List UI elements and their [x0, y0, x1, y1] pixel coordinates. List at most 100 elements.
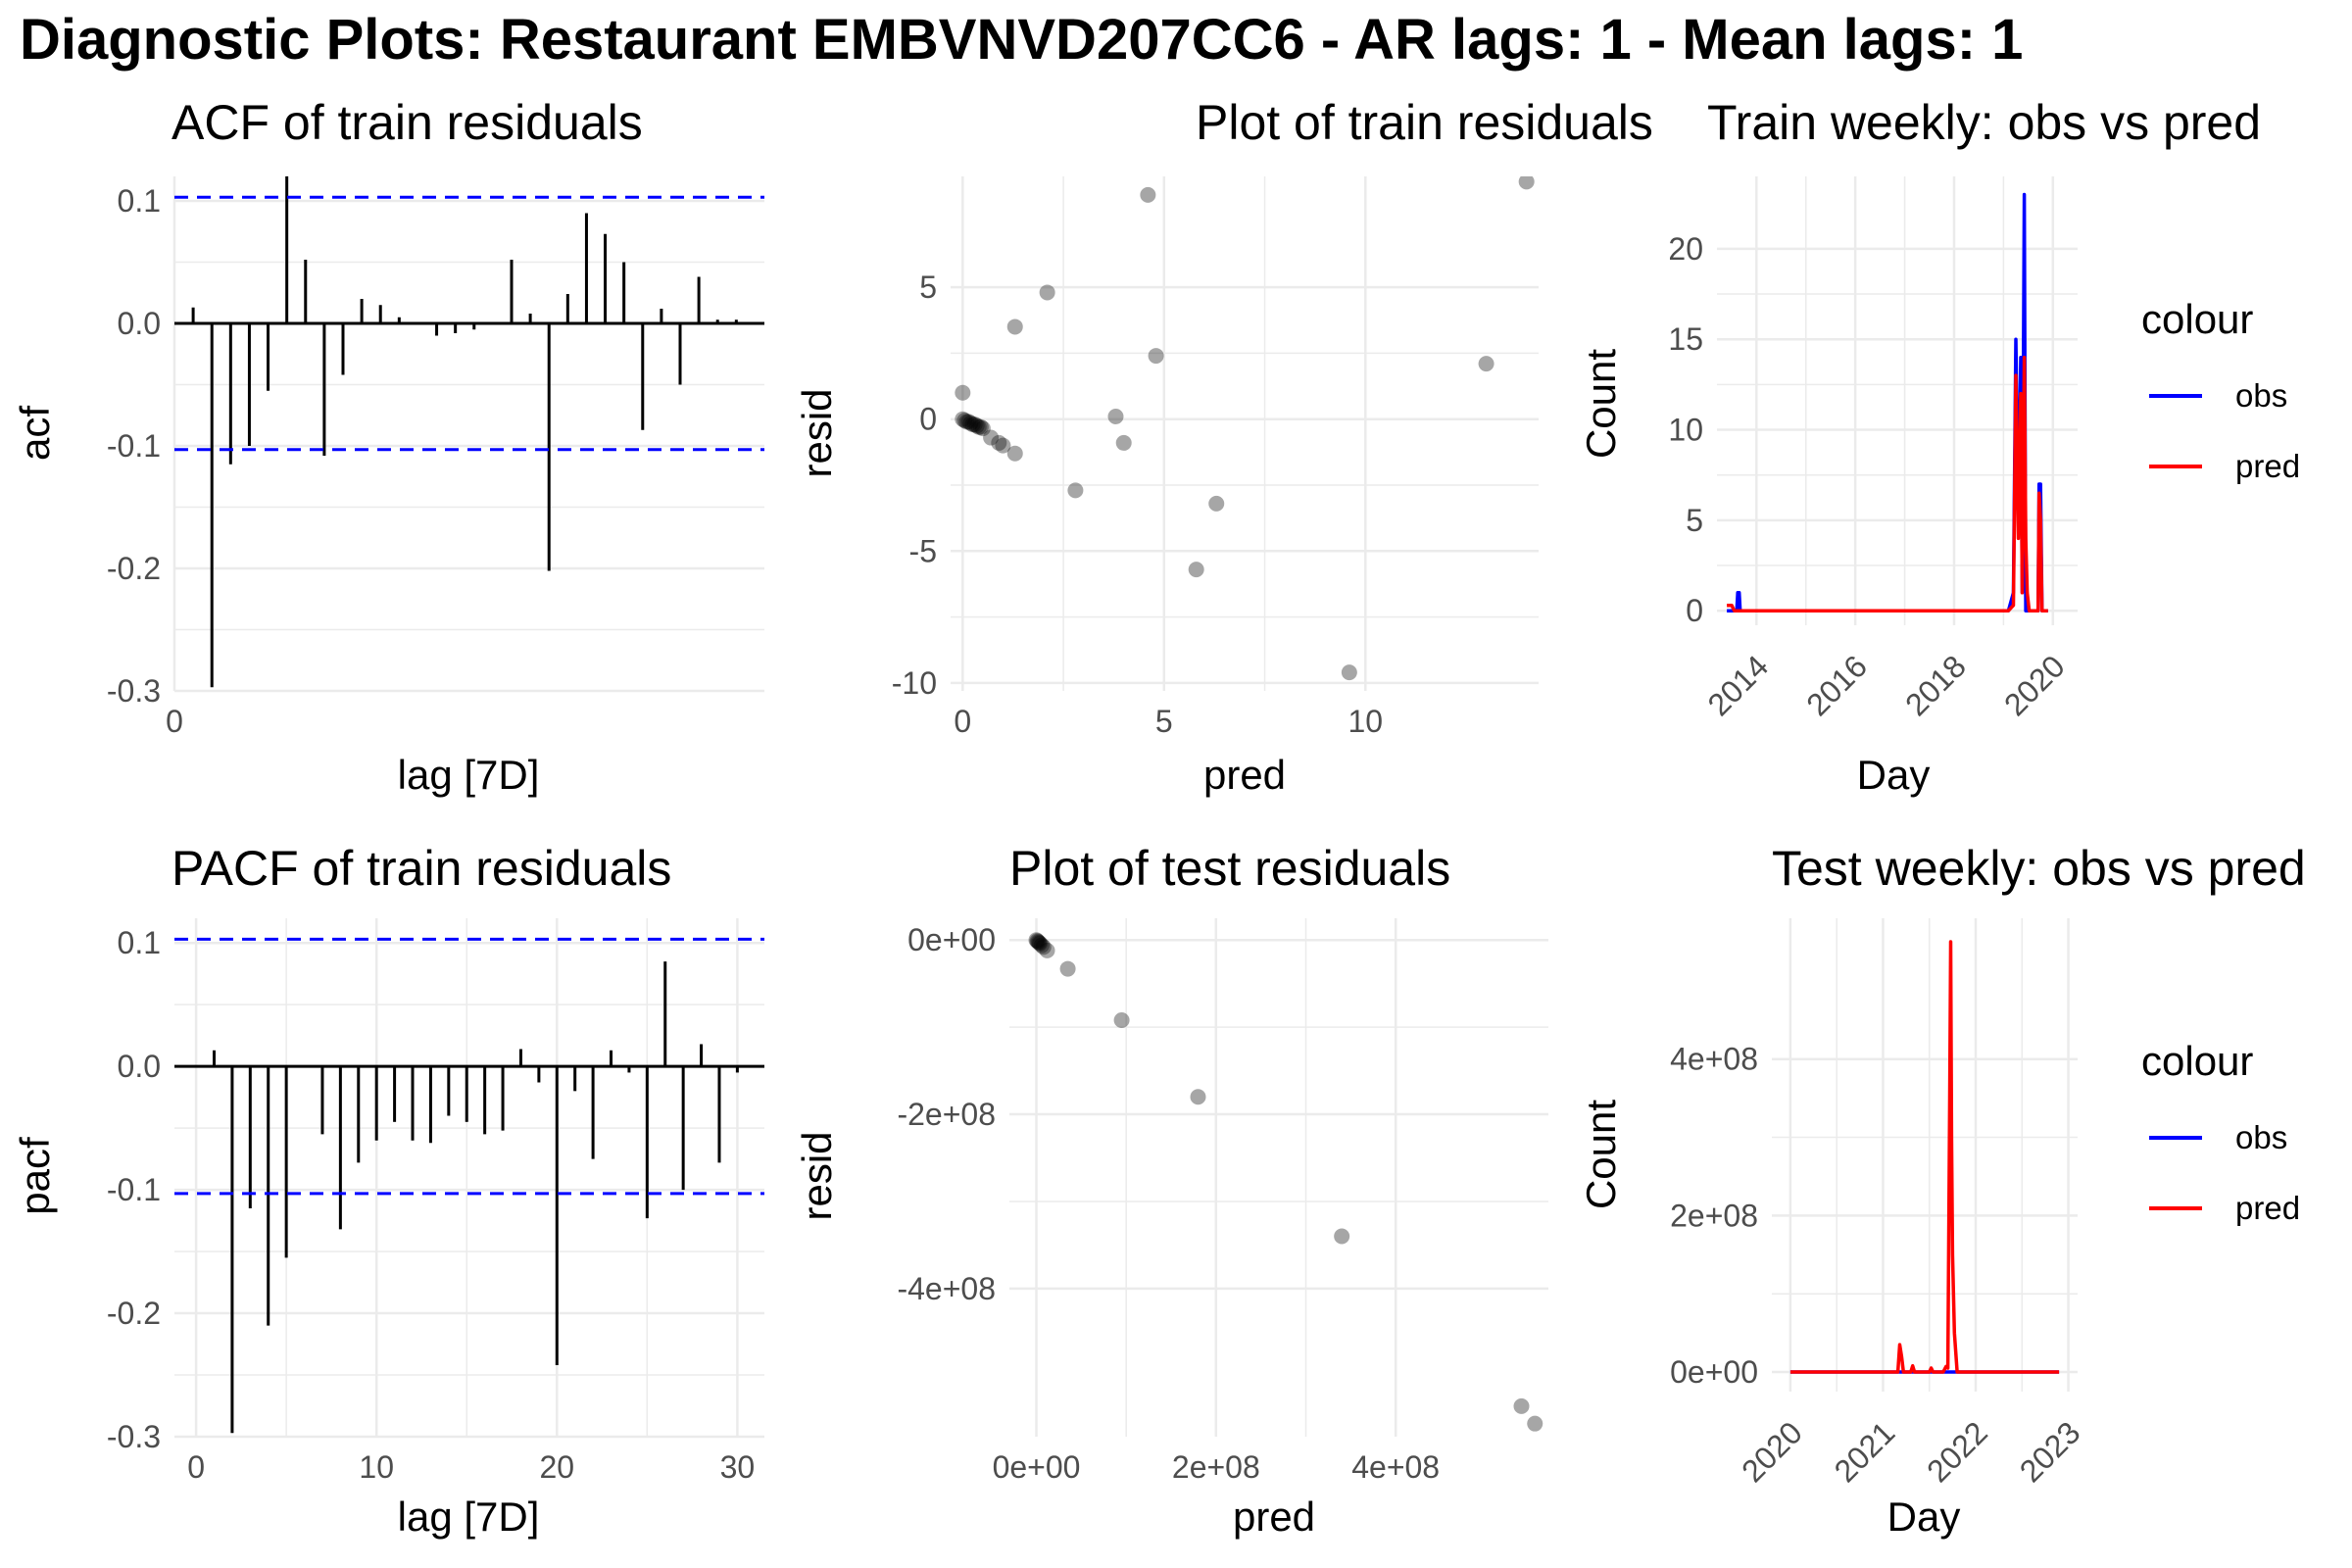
scatter-point — [960, 414, 977, 430]
scatter-point — [1341, 664, 1357, 681]
x-tick-label: 0e+00 — [993, 1449, 1081, 1485]
scatter-point — [972, 418, 989, 435]
scatter-point — [1029, 933, 1046, 950]
scatter-point — [1059, 960, 1076, 977]
series-line-pred — [1789, 940, 2060, 1374]
scatter-point — [966, 416, 983, 433]
scatter-point — [1190, 1089, 1206, 1105]
y-tick-label: 0 — [919, 402, 937, 437]
y-tick-label: 20 — [1668, 231, 1703, 267]
panel-title: Train weekly: obs vs pred — [1707, 95, 2261, 150]
x-axis-label: lag [7D] — [398, 752, 540, 798]
scatter-point — [968, 417, 985, 434]
y-tick-label: 0e+00 — [1670, 1354, 1758, 1390]
scatter-point — [955, 384, 971, 401]
y-axis-label: Count — [1578, 1100, 1624, 1209]
scatter-point — [1527, 1415, 1544, 1432]
panel-title: PACF of train residuals — [172, 841, 671, 896]
x-tick-label: 0 — [187, 1449, 205, 1485]
scatter-point — [1035, 939, 1052, 956]
x-tick-label: 0 — [954, 704, 971, 739]
scatter-point — [1148, 348, 1164, 365]
scatter-point — [1140, 186, 1156, 203]
y-tick-label: -0.2 — [107, 551, 161, 586]
scatter-point — [1039, 284, 1055, 301]
x-axis-label: Day — [1857, 752, 1931, 798]
main-title: Diagnostic Plots: Restaurant EMBVNVD207C… — [20, 8, 2024, 72]
y-tick-label: -4e+08 — [897, 1271, 996, 1306]
y-axis-label: resid — [794, 388, 840, 477]
y-axis-label: resid — [794, 1131, 840, 1220]
x-axis-label: pred — [1203, 752, 1286, 798]
y-tick-label: 15 — [1668, 321, 1703, 357]
scatter-point — [1067, 482, 1084, 499]
legend-label-pred: pred — [2235, 448, 2300, 484]
y-tick-label: -10 — [892, 665, 937, 701]
x-tick-label: 2021 — [1828, 1414, 1902, 1489]
y-tick-label: -5 — [909, 533, 937, 568]
y-axis-label: pacf — [12, 1137, 58, 1215]
plot-area — [1789, 940, 2060, 1374]
x-tick-label: 20 — [539, 1449, 574, 1485]
scatter-point — [1107, 409, 1124, 424]
chart-panel-acf: -0.3 -0.2 -0.1 0.0 0.1 0 ACF of train residual… — [12, 95, 764, 798]
x-axis-label: lag [7D] — [398, 1494, 540, 1540]
x-tick-label: 4e+08 — [1351, 1449, 1440, 1485]
legend-title: colour — [2141, 1038, 2253, 1084]
x-tick-label: 0 — [166, 704, 183, 739]
scatter-point — [1478, 356, 1494, 372]
x-tick-label: 2e+08 — [1172, 1449, 1260, 1485]
panel-title: Test weekly: obs vs pred — [1772, 841, 2306, 896]
scatter-point — [1028, 932, 1045, 949]
y-tick-label: -0.1 — [107, 1172, 161, 1207]
plot-area — [1028, 932, 1544, 1432]
scatter-point — [1113, 1012, 1130, 1029]
y-tick-label: 2e+08 — [1670, 1198, 1758, 1233]
scatter-point — [958, 414, 975, 430]
plot-area — [955, 176, 1535, 681]
chart-panel-resid-train: -10 -5 0 5 0 5 10 Plot of train residuals pred re… — [794, 95, 1653, 798]
series-line-obs — [1727, 192, 2049, 612]
x-tick-label: 2020 — [1997, 648, 2072, 722]
chart-panel-pacf: -0.3 -0.2 -0.1 0.0 0.1 0 10 20 30 PACF of train r… — [12, 841, 764, 1540]
y-tick-label: -0.3 — [107, 673, 161, 709]
y-tick-label: -0.3 — [107, 1419, 161, 1454]
x-tick-label: 30 — [720, 1449, 756, 1485]
scatter-point — [1030, 934, 1047, 951]
x-tick-label: 2020 — [1735, 1414, 1809, 1489]
y-tick-label: -2e+08 — [897, 1097, 996, 1132]
scatter-point — [1208, 495, 1225, 512]
y-axis-label: acf — [12, 406, 58, 461]
legend-label-pred: pred — [2235, 1190, 2300, 1226]
x-tick-label: 2014 — [1700, 648, 1775, 722]
y-axis-label: Count — [1578, 349, 1624, 459]
scatter-point — [1334, 1228, 1350, 1245]
x-axis-label: Day — [1887, 1494, 1961, 1540]
x-tick-label: 2023 — [2013, 1414, 2087, 1489]
y-tick-label: 0 — [1686, 593, 1703, 628]
plot-area — [174, 937, 764, 1434]
scatter-point — [1188, 562, 1204, 578]
y-tick-label: 10 — [1668, 413, 1703, 448]
x-tick-label: 10 — [359, 1449, 394, 1485]
y-tick-label: 0.1 — [118, 925, 161, 960]
scatter-point — [955, 411, 971, 427]
y-tick-label: 0.1 — [118, 183, 161, 219]
y-tick-label: 5 — [1686, 503, 1703, 538]
scatter-point — [983, 429, 1000, 446]
panel-title: Plot of train residuals — [1196, 95, 1653, 150]
scatter-point — [970, 418, 987, 435]
scatter-point — [1034, 937, 1050, 954]
plot-area — [174, 176, 764, 688]
scatter-point — [962, 415, 979, 431]
x-tick-label: 2016 — [1799, 648, 1874, 722]
scatter-point — [964, 416, 981, 433]
y-tick-label: -0.2 — [107, 1296, 161, 1331]
y-tick-label: 0.0 — [118, 1049, 161, 1084]
scatter-point — [991, 434, 1007, 451]
scatter-point — [1006, 318, 1023, 335]
panel-title: ACF of train residuals — [172, 95, 643, 150]
scatter-point — [1032, 935, 1049, 952]
scatter-point — [974, 420, 991, 437]
